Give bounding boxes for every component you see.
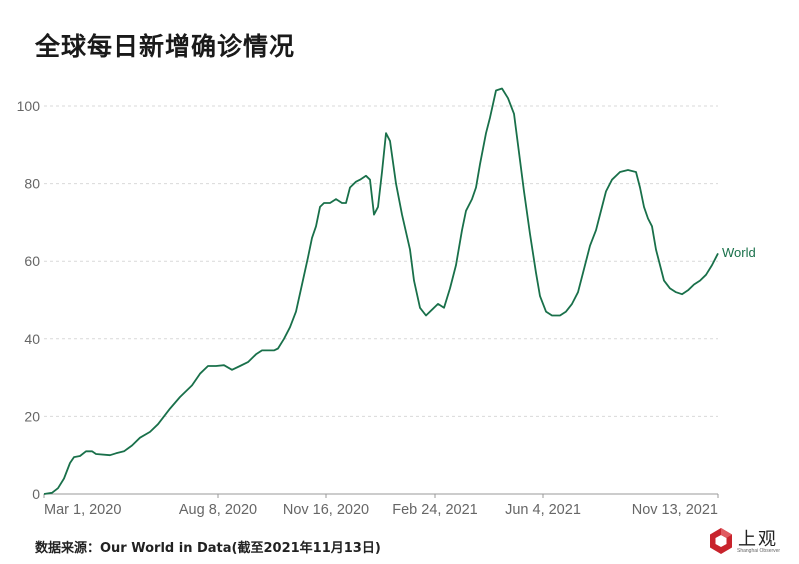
gridlines <box>44 105 718 417</box>
x-tick-label: Jun 4, 2021 <box>505 502 581 518</box>
y-tick-label: 80 <box>24 176 40 192</box>
x-tick-label: Nov 13, 2021 <box>632 502 718 518</box>
world-series-line <box>43 87 719 495</box>
logo-hexagon-icon <box>710 528 732 554</box>
x-axis-ticks: Mar 1, 2020 Aug 8, 2020 Nov 16, 2020 Feb 24… <box>43 494 719 518</box>
y-tick-label: 20 <box>24 408 40 424</box>
world-series-label: World <box>722 245 756 260</box>
x-tick-label: Feb 24, 2021 <box>392 502 477 518</box>
logo-text: 上观 <box>738 529 778 550</box>
shanghai-observer-logo: 上观 Shanghai Observer <box>707 524 797 560</box>
chart-title: 全球每日新增确诊情况 <box>35 32 296 61</box>
y-tick-label: 60 <box>24 253 40 269</box>
x-tick-label: Nov 16, 2020 <box>283 502 369 518</box>
y-tick-label: 40 <box>24 331 40 347</box>
y-tick-label: 0 <box>32 486 40 502</box>
x-tick-label: Mar 1, 2020 <box>44 502 121 518</box>
data-source-note: 数据来源：Our World in Data(截至2021年11月13日) <box>35 541 381 556</box>
x-tick-label: Aug 8, 2020 <box>179 502 257 518</box>
logo-subtitle: Shanghai Observer <box>737 548 781 554</box>
y-tick-label: 100 <box>17 98 41 114</box>
y-axis-ticks: 0 20 40 60 80 100 <box>17 98 41 502</box>
